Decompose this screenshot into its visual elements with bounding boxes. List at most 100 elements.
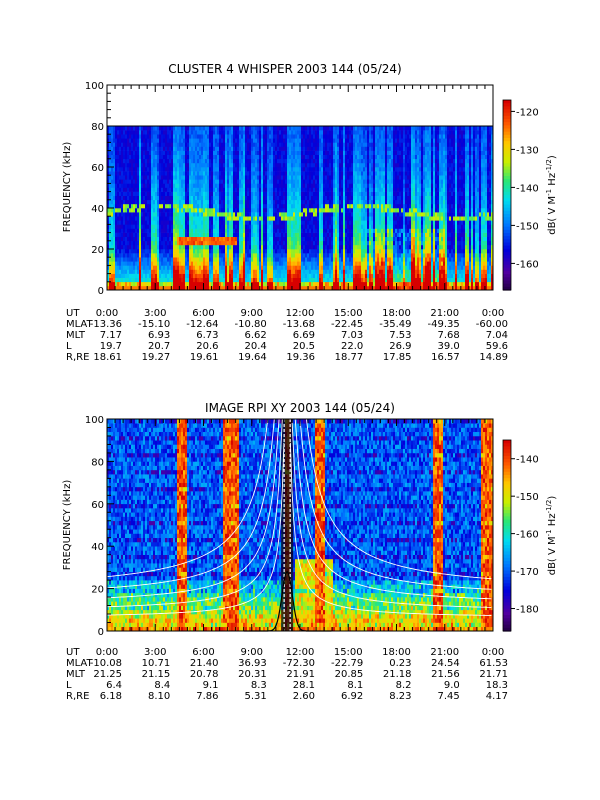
heatmap-cell <box>303 278 305 282</box>
heatmap-cell <box>159 253 161 257</box>
heatmap-cell <box>349 138 351 142</box>
heatmap-cell <box>263 130 265 134</box>
heatmap-cell <box>291 278 293 282</box>
heatmap-cell <box>147 204 149 208</box>
heatmap-cell <box>243 241 245 245</box>
heatmap-cell <box>157 159 159 163</box>
heatmap-cell <box>207 204 209 208</box>
heatmap-cell <box>305 257 307 261</box>
heatmap-cell <box>205 196 207 200</box>
heatmap-cell <box>231 237 233 241</box>
heatmap-cell <box>197 261 199 265</box>
heatmap-cell <box>233 282 235 286</box>
heatmap-cell <box>281 151 283 155</box>
heatmap-cell <box>323 192 325 196</box>
heatmap-cell <box>341 229 343 233</box>
heatmap-cell <box>157 224 159 228</box>
heatmap-cell <box>183 265 185 269</box>
heatmap-cell <box>241 274 243 278</box>
heatmap-cell <box>255 233 257 237</box>
heatmap-cell <box>345 237 347 241</box>
heatmap-cell <box>207 265 209 269</box>
heatmap-cell <box>171 224 173 228</box>
heatmap-cell <box>321 159 323 163</box>
heatmap-cell <box>139 265 141 269</box>
heatmap-cell <box>181 196 183 200</box>
heatmap-cell <box>253 183 255 187</box>
heatmap-cell <box>139 208 141 212</box>
heatmap-cell <box>295 253 297 257</box>
heatmap-cell <box>309 237 311 241</box>
heatmap-cell <box>323 163 325 167</box>
heatmap-cell <box>355 192 357 196</box>
heatmap-cell <box>213 163 215 167</box>
heatmap-cell <box>217 212 219 216</box>
heatmap-cell <box>285 200 287 204</box>
heatmap-cell <box>263 245 265 249</box>
heatmap-cell <box>223 138 225 142</box>
heatmap-cell <box>299 175 301 179</box>
heatmap-cell <box>329 241 331 245</box>
heatmap-cell <box>295 237 297 241</box>
heatmap-cell <box>239 220 241 224</box>
heatmap-cell <box>349 130 351 134</box>
heatmap-cell <box>159 175 161 179</box>
heatmap-cell <box>219 159 221 163</box>
heatmap-cell <box>215 212 217 216</box>
heatmap-cell <box>217 265 219 269</box>
heatmap-cell <box>195 138 197 142</box>
heatmap-cell <box>327 257 329 261</box>
heatmap-cell <box>273 134 275 138</box>
heatmap-cell <box>325 196 327 200</box>
heatmap-cell <box>253 216 255 220</box>
heatmap-cell <box>307 257 309 261</box>
heatmap-cell <box>259 138 261 142</box>
heatmap-cell <box>257 282 259 286</box>
heatmap-cell <box>129 204 131 208</box>
heatmap-cell <box>279 274 281 278</box>
heatmap-cell <box>271 241 273 245</box>
heatmap-cell <box>319 163 321 167</box>
heatmap-cell <box>167 241 169 245</box>
heatmap-cell <box>125 212 127 216</box>
heatmap-cell <box>299 155 301 159</box>
heatmap-cell <box>273 237 275 241</box>
heatmap-cell <box>277 241 279 245</box>
heatmap-cell <box>271 142 273 146</box>
heatmap-cell <box>295 261 297 265</box>
heatmap-cell <box>165 261 167 265</box>
heatmap-cell <box>125 163 127 167</box>
heatmap-cell <box>179 196 181 200</box>
heatmap-cell <box>125 229 127 233</box>
heatmap-cell <box>319 229 321 233</box>
heatmap-cell <box>169 142 171 146</box>
heatmap-cell <box>235 192 237 196</box>
heatmap-cell <box>123 208 125 212</box>
heatmap-cell <box>197 188 199 192</box>
heatmap-cell <box>175 245 177 249</box>
heatmap-cell <box>255 196 257 200</box>
heatmap-cell <box>231 224 233 228</box>
heatmap-cell <box>235 151 237 155</box>
heatmap-cell <box>217 155 219 159</box>
heatmap-cell <box>229 257 231 261</box>
heatmap-cell <box>345 183 347 187</box>
heatmap-cell <box>325 261 327 265</box>
heatmap-cell <box>241 241 243 245</box>
heatmap-cell <box>289 200 291 204</box>
heatmap-cell <box>167 142 169 146</box>
heatmap-cell <box>153 261 155 265</box>
heatmap-cell <box>347 200 349 204</box>
heatmap-cell <box>265 200 267 204</box>
heatmap-cell <box>281 196 283 200</box>
heatmap-cell <box>223 163 225 167</box>
heatmap-cell <box>159 171 161 175</box>
heatmap-cell <box>195 237 197 241</box>
heatmap-cell <box>185 253 187 257</box>
heatmap-cell <box>333 265 335 269</box>
heatmap-cell <box>347 245 349 249</box>
heatmap-cell <box>169 212 171 216</box>
heatmap-cell <box>319 204 321 208</box>
heatmap-cell <box>131 233 133 237</box>
heatmap-cell <box>171 265 173 269</box>
